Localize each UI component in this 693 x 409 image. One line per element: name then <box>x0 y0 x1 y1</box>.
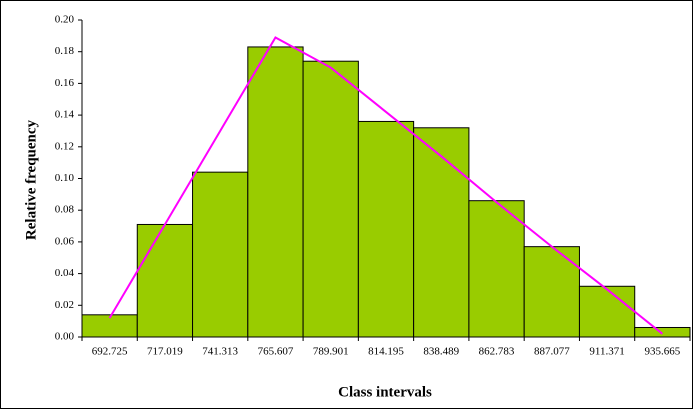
bar <box>578 285 636 338</box>
y-tick-label: 0.00 <box>55 331 75 343</box>
bar <box>357 120 415 338</box>
bar <box>413 127 470 338</box>
bar <box>302 60 359 338</box>
x-axis-label: Class intervals <box>338 384 432 400</box>
bar <box>523 246 580 338</box>
bar <box>81 314 138 338</box>
x-tick-label: 935.665 <box>644 346 680 358</box>
bar <box>192 171 249 338</box>
y-tick-label: 0.08 <box>55 204 75 216</box>
bar <box>634 326 691 338</box>
x-tick-label: 692.725 <box>92 346 128 358</box>
x-tick-label: 814.195 <box>368 346 404 358</box>
y-tick-label: 0.18 <box>55 45 75 57</box>
bar <box>468 200 525 338</box>
x-tick-label: 741.313 <box>202 346 238 358</box>
frequency-polygon <box>108 36 663 335</box>
y-tick-label: 0.04 <box>55 267 75 279</box>
x-tick-label: 887.077 <box>534 346 570 358</box>
y-tick-label: 0.14 <box>55 109 75 121</box>
y-tick-label: 0.16 <box>55 77 75 89</box>
y-tick-label: 0.12 <box>55 140 74 152</box>
x-tick-label: 911.371 <box>589 346 624 358</box>
bar <box>247 46 304 338</box>
y-tick-label: 0.10 <box>55 172 75 184</box>
x-tick-label: 862.783 <box>479 346 515 358</box>
x-tick-label: 789.901 <box>313 346 349 358</box>
x-tick-label: 838.489 <box>423 346 459 358</box>
y-tick-label: 0.02 <box>55 299 74 311</box>
y-axis-label: Relative frequency <box>23 119 39 240</box>
y-tick-label: 0.06 <box>55 235 75 247</box>
x-tick-label: 765.607 <box>258 346 294 358</box>
y-tick-label: 0.20 <box>55 14 75 26</box>
bar <box>136 223 194 338</box>
x-tick-label: 717.019 <box>147 346 183 358</box>
